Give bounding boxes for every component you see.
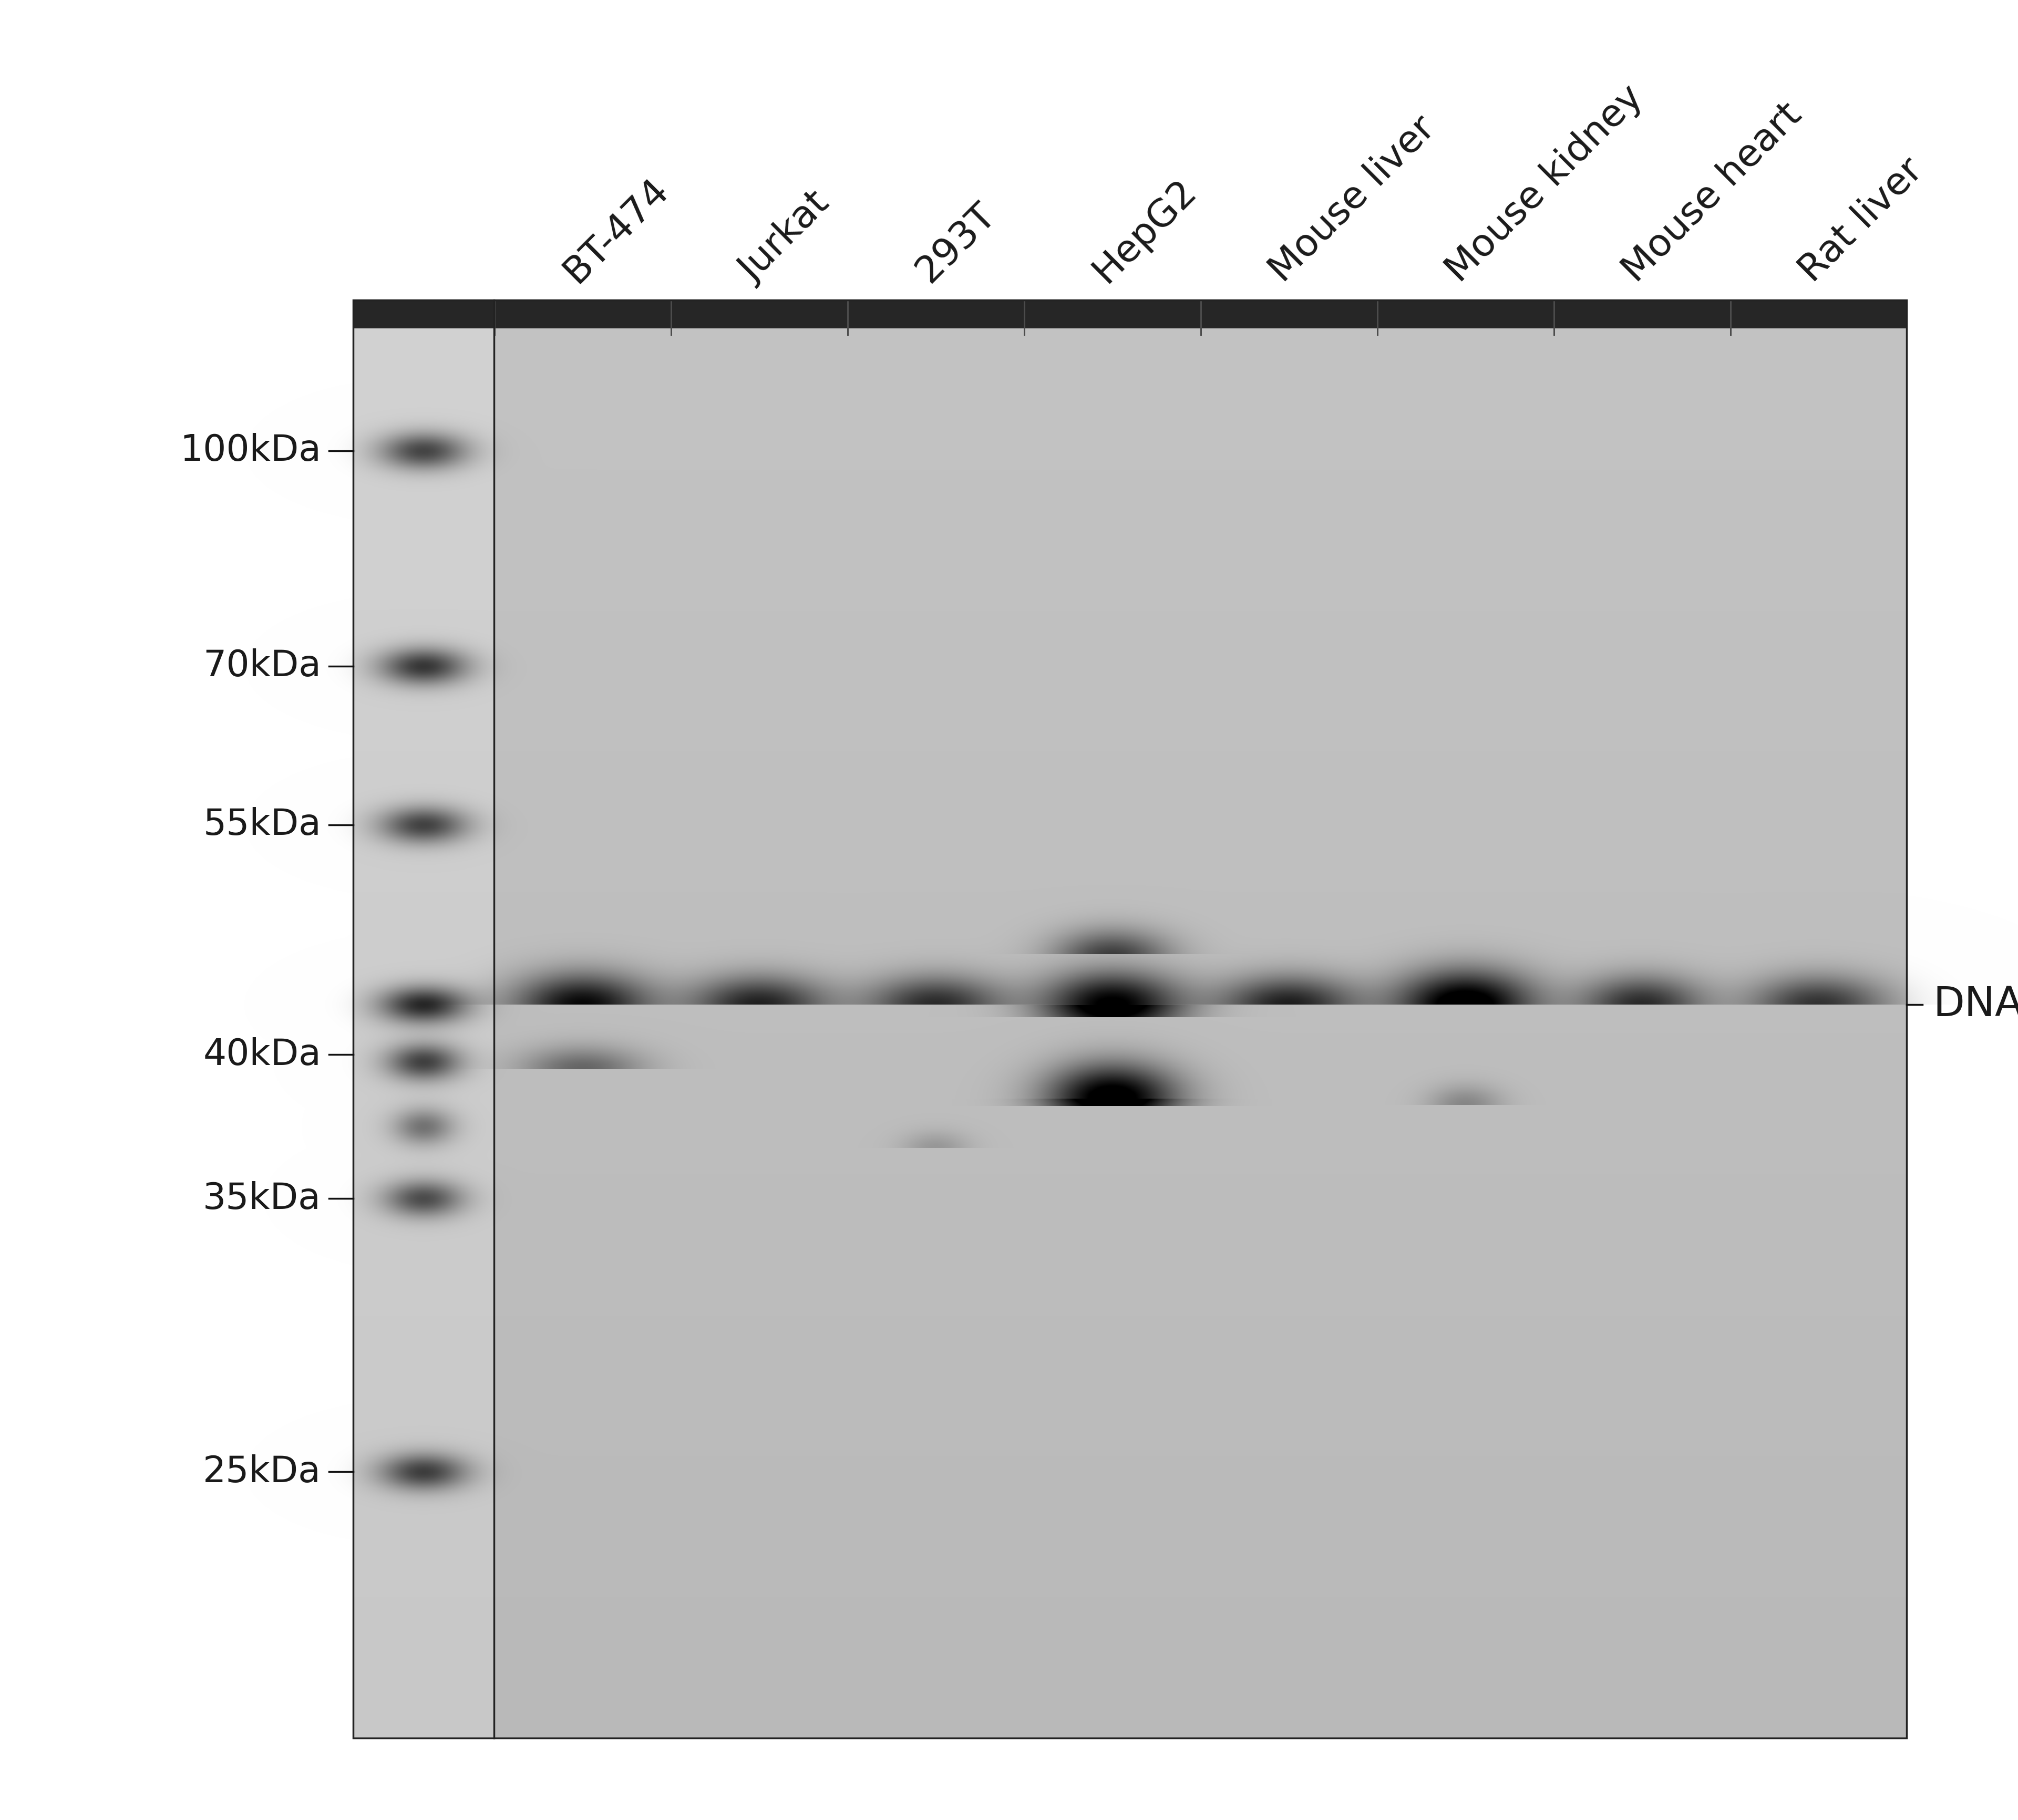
Text: DNAJA3: DNAJA3 (1933, 985, 2018, 1025)
Text: 293T: 293T (910, 197, 1003, 289)
Text: Rat liver: Rat liver (1792, 151, 1931, 289)
Text: 70kDa: 70kDa (204, 648, 321, 684)
Text: BT-474: BT-474 (557, 171, 676, 289)
Text: 55kDa: 55kDa (204, 808, 321, 843)
Text: 35kDa: 35kDa (204, 1181, 321, 1216)
Text: HepG2: HepG2 (1086, 173, 1203, 289)
Text: 25kDa: 25kDa (204, 1454, 321, 1489)
Text: 100kDa: 100kDa (180, 433, 321, 468)
Text: Jurkat: Jurkat (733, 186, 837, 289)
Text: Mouse heart: Mouse heart (1616, 96, 1808, 289)
Text: Mouse kidney: Mouse kidney (1439, 78, 1651, 289)
Bar (353, 300, 1907, 1738)
Text: Mouse liver: Mouse liver (1263, 109, 1443, 289)
Text: 40kDa: 40kDa (204, 1037, 321, 1072)
